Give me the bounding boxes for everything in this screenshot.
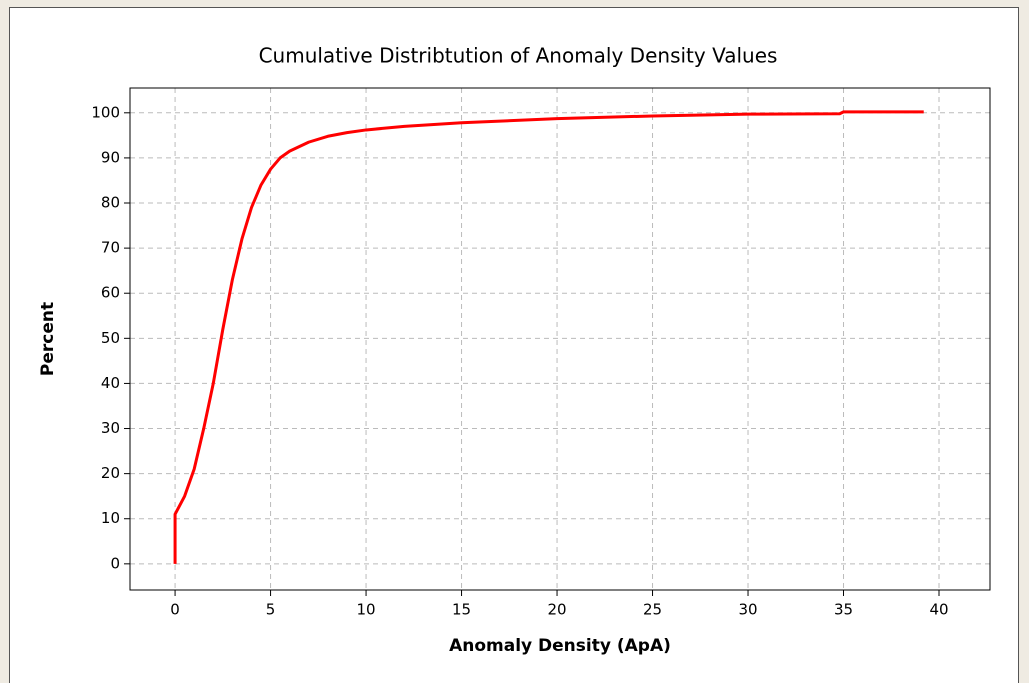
plot-border bbox=[129, 87, 991, 591]
x-tick-label: 15 bbox=[452, 601, 471, 619]
plot-area bbox=[130, 88, 990, 590]
x-tick-label: 20 bbox=[547, 601, 566, 619]
data-line bbox=[173, 110, 924, 564]
y-tick-label: 10 bbox=[101, 509, 120, 527]
chart-title: Cumulative Distribtution of Anomaly Dens… bbox=[259, 44, 778, 68]
y-axis-label: Percent bbox=[38, 302, 58, 376]
y-tick-label: 20 bbox=[101, 464, 120, 482]
y-tick-label: 40 bbox=[101, 374, 120, 392]
x-axis-label: Anomaly Density (ApA) bbox=[449, 636, 671, 656]
y-tick-label: 80 bbox=[101, 194, 120, 212]
x-tick-label: 40 bbox=[929, 601, 948, 619]
x-tick-label: 10 bbox=[357, 601, 376, 619]
x-tick-label: 5 bbox=[266, 601, 276, 619]
x-tick-label: 0 bbox=[170, 601, 180, 619]
y-tick-label: 50 bbox=[101, 329, 120, 347]
y-tick-label: 30 bbox=[101, 419, 120, 437]
y-tick-label: 60 bbox=[101, 284, 120, 302]
x-tick-label: 25 bbox=[643, 601, 662, 619]
x-tick-label: 35 bbox=[834, 601, 853, 619]
y-tick-label: 90 bbox=[101, 148, 120, 166]
x-tick-label: 30 bbox=[738, 601, 757, 619]
y-tick-label: 70 bbox=[101, 239, 120, 257]
y-tick-label: 100 bbox=[91, 103, 120, 121]
y-tick-label: 0 bbox=[110, 554, 120, 572]
